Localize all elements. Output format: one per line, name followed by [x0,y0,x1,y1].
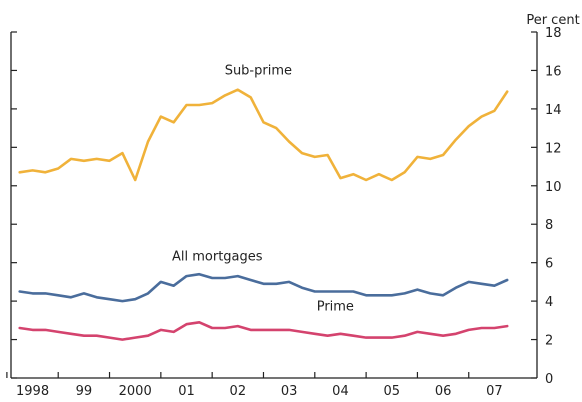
x-tick-label: 07 [486,384,503,399]
x-tick-label: 04 [332,384,349,399]
x-tick-label: 05 [383,384,400,399]
unit-label: Per cent [526,13,579,28]
y-tick-label: 0 [545,372,553,387]
x-tick-label: 01 [178,384,195,399]
series-line-all-mortgages [18,272,509,303]
y-tick-label: 16 [545,64,562,79]
x-tick-label: 06 [435,384,452,399]
y-tick-label: 12 [545,141,562,156]
x-tick-label: 02 [230,384,247,399]
y-tick-label: 2 [545,334,553,349]
x-tick-label: 99 [76,384,93,399]
x-tick-label: 2000 [119,384,152,399]
series-annotation: All mortgages [172,250,263,265]
x-tick-label: 1998 [16,384,49,399]
series-annotation: Prime [317,300,354,315]
axes [6,31,538,379]
y-tick-label: 4 [545,295,553,310]
y-tick-label: 8 [545,218,553,233]
y-tick-label: 18 [545,26,562,41]
series-line-prime [18,320,509,341]
series-lines [18,88,509,341]
y-tick-label: 6 [545,257,553,272]
series-annotation: Sub-prime [225,63,292,78]
y-tick-label: 10 [545,180,562,195]
x-tick-label: 03 [281,384,298,399]
y-tick-label: 14 [545,103,562,118]
series-line-sub-prime [18,88,509,182]
